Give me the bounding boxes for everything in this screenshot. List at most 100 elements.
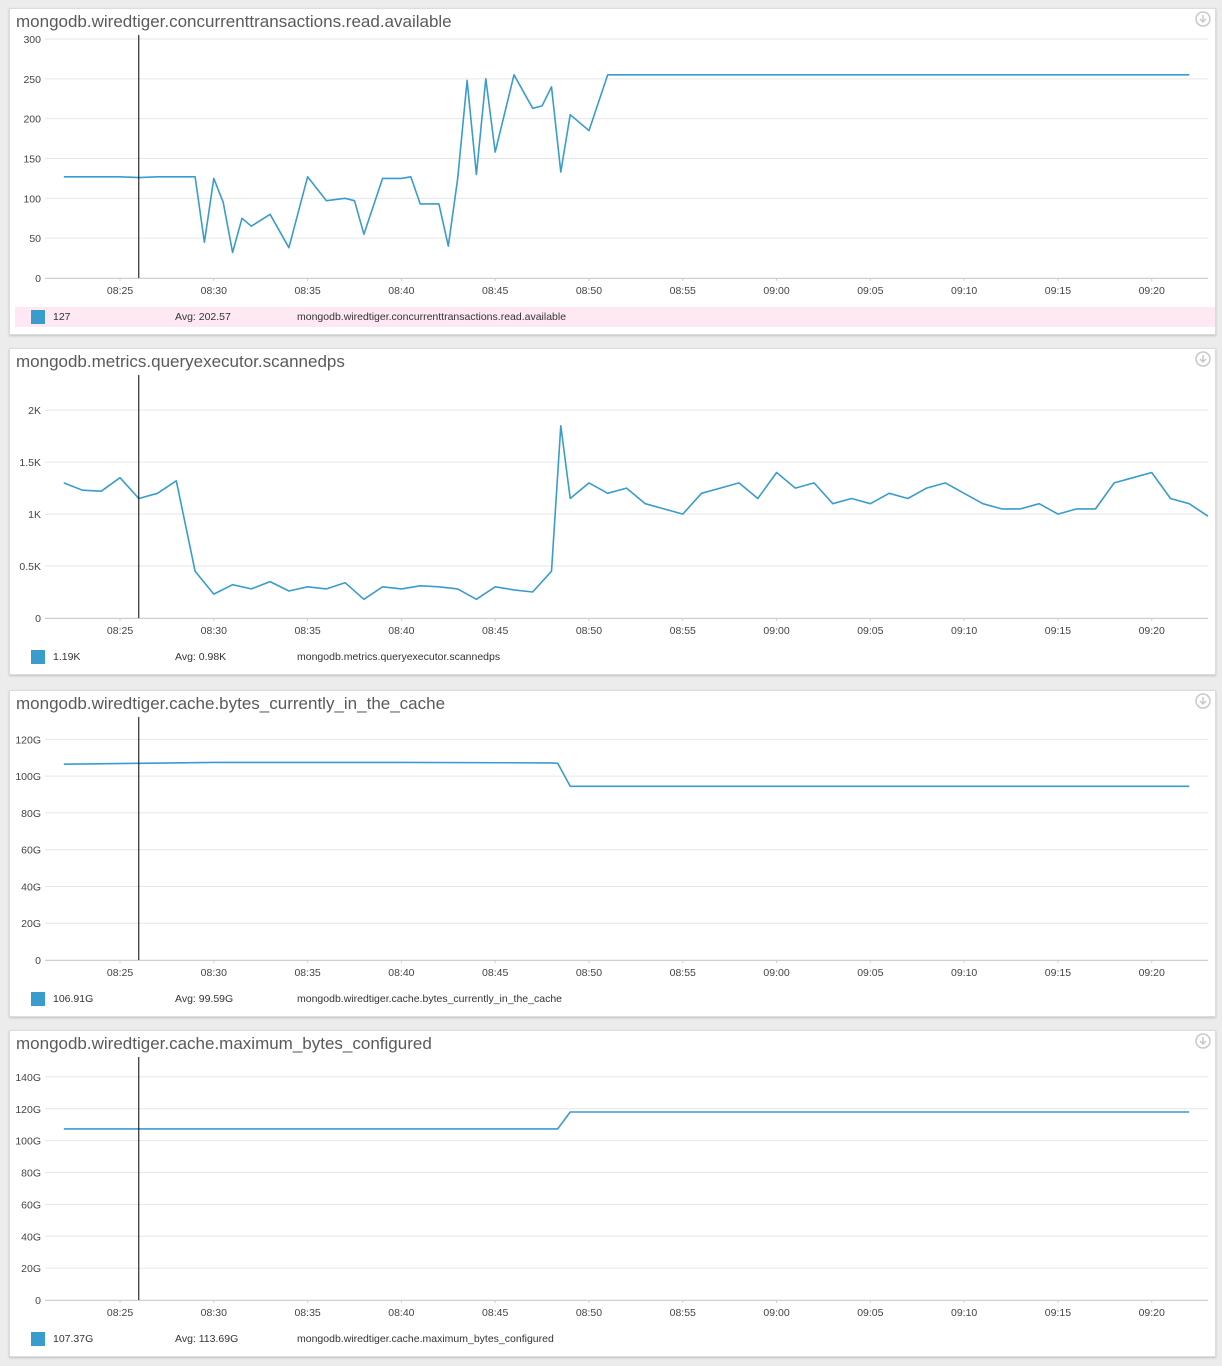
x-tick-label: 08:55 bbox=[670, 1307, 696, 1319]
chart-panel: mongodb.metrics.queryexecutor.scannedps … bbox=[9, 348, 1216, 675]
chart-panel: mongodb.wiredtiger.cache.bytes_currently… bbox=[9, 690, 1216, 1017]
legend-value: 106.91G bbox=[53, 993, 94, 1005]
line-chart: 0 0.5K 1K 1.5K 2K 08:25 08:30 08:35 08:40 08:45 08… bbox=[19, 375, 1209, 637]
download-icon[interactable] bbox=[1195, 11, 1211, 27]
x-tick-label: 08:50 bbox=[576, 285, 602, 297]
legend-row[interactable]: 106.91G Avg: 99.59G mongodb.wiredtiger.c… bbox=[15, 989, 1215, 1009]
y-tick-label: 0 bbox=[35, 613, 41, 625]
x-tick-label: 09:00 bbox=[763, 967, 789, 979]
x-tick-label: 09:20 bbox=[1139, 285, 1165, 297]
x-tick-label: 08:45 bbox=[482, 967, 508, 979]
download-icon[interactable] bbox=[1195, 351, 1211, 367]
panel-title: mongodb.metrics.queryexecutor.scannedps bbox=[16, 352, 345, 371]
chart-panel: mongodb.wiredtiger.cache.maximum_bytes_c… bbox=[9, 1030, 1216, 1357]
y-tick-label: 0 bbox=[35, 955, 41, 967]
y-tick-label: 100 bbox=[23, 193, 41, 205]
legend-row[interactable]: 1.19K Avg: 0.98K mongodb.metrics.queryex… bbox=[15, 647, 1215, 667]
legend-value: 127 bbox=[53, 311, 71, 323]
x-tick-label: 08:30 bbox=[201, 1307, 227, 1319]
y-tick-label: 100G bbox=[15, 1136, 41, 1148]
y-tick-label: 1K bbox=[28, 509, 41, 521]
panel-title: mongodb.wiredtiger.concurrenttransaction… bbox=[16, 12, 452, 31]
x-tick-label: 08:35 bbox=[294, 967, 320, 979]
download-icon[interactable] bbox=[1195, 693, 1211, 709]
x-tick-label: 08:55 bbox=[670, 625, 696, 637]
x-tick-label: 08:40 bbox=[388, 967, 414, 979]
y-tick-label: 0.5K bbox=[19, 561, 41, 573]
y-tick-label: 40G bbox=[21, 881, 41, 893]
x-tick-label: 08:50 bbox=[576, 1307, 602, 1319]
legend-row[interactable]: 107.37G Avg: 113.69G mongodb.wiredtiger.… bbox=[15, 1329, 1215, 1349]
x-tick-label: 08:35 bbox=[294, 285, 320, 297]
legend-metric-name: mongodb.wiredtiger.concurrenttransaction… bbox=[297, 311, 567, 323]
y-tick-label: 140G bbox=[15, 1072, 41, 1084]
legend-swatch bbox=[31, 310, 45, 324]
legend-value: 1.19K bbox=[53, 651, 81, 663]
x-tick-label: 09:20 bbox=[1139, 967, 1165, 979]
download-icon[interactable] bbox=[1195, 1033, 1211, 1049]
line-chart: 0 20G 40G 60G 80G 100G 120G 08:25 08:30 08:35 08:4… bbox=[15, 717, 1208, 979]
y-tick-label: 50 bbox=[29, 233, 41, 245]
y-tick-label: 60G bbox=[21, 845, 41, 857]
legend-swatch bbox=[31, 992, 45, 1006]
legend-metric-name: mongodb.metrics.queryexecutor.scannedps bbox=[297, 651, 501, 663]
y-tick-label: 40G bbox=[21, 1231, 41, 1243]
x-tick-label: 09:15 bbox=[1045, 285, 1071, 297]
series-line bbox=[63, 425, 1209, 601]
y-tick-label: 150 bbox=[23, 154, 41, 166]
series-line bbox=[63, 761, 1190, 788]
x-tick-label: 08:35 bbox=[294, 1307, 320, 1319]
y-tick-label: 1.5K bbox=[19, 457, 41, 469]
panel-title: mongodb.wiredtiger.cache.maximum_bytes_c… bbox=[16, 1034, 432, 1053]
y-tick-label: 120G bbox=[15, 1104, 41, 1116]
x-tick-label: 08:55 bbox=[670, 285, 696, 297]
x-tick-label: 08:45 bbox=[482, 625, 508, 637]
x-tick-label: 09:10 bbox=[951, 1307, 977, 1319]
legend-avg: Avg: 0.98K bbox=[175, 651, 227, 663]
x-tick-label: 09:15 bbox=[1045, 967, 1071, 979]
y-tick-label: 2K bbox=[28, 405, 41, 417]
x-tick-label: 09:20 bbox=[1139, 1307, 1165, 1319]
x-tick-label: 08:45 bbox=[482, 285, 508, 297]
legend-avg: Avg: 113.69G bbox=[175, 1333, 239, 1345]
x-tick-label: 08:25 bbox=[107, 285, 133, 297]
x-tick-label: 08:50 bbox=[576, 625, 602, 637]
x-tick-label: 08:30 bbox=[201, 625, 227, 637]
y-tick-label: 200 bbox=[23, 114, 41, 126]
x-tick-label: 09:10 bbox=[951, 285, 977, 297]
legend-avg: Avg: 202.57 bbox=[175, 311, 231, 323]
y-tick-label: 100G bbox=[15, 771, 41, 783]
chart-panel: mongodb.wiredtiger.concurrenttransaction… bbox=[9, 8, 1216, 335]
x-tick-label: 09:10 bbox=[951, 967, 977, 979]
x-tick-label: 08:45 bbox=[482, 1307, 508, 1319]
line-chart: 0 20G 40G 60G 80G 100G 120G 140G 08:25 08:30 08:35… bbox=[15, 1057, 1208, 1319]
x-tick-label: 09:15 bbox=[1045, 625, 1071, 637]
x-tick-label: 09:05 bbox=[857, 1307, 883, 1319]
panel-title: mongodb.wiredtiger.cache.bytes_currently… bbox=[16, 694, 446, 713]
x-tick-label: 08:50 bbox=[576, 967, 602, 979]
legend-metric-name: mongodb.wiredtiger.cache.bytes_currently… bbox=[297, 993, 562, 1005]
legend-swatch bbox=[31, 650, 45, 664]
series-line bbox=[63, 1111, 1190, 1130]
x-tick-label: 08:25 bbox=[107, 1307, 133, 1319]
x-tick-label: 09:20 bbox=[1139, 625, 1165, 637]
series-line bbox=[63, 74, 1190, 254]
x-tick-label: 08:35 bbox=[294, 625, 320, 637]
y-tick-label: 250 bbox=[23, 74, 41, 86]
legend-value: 107.37G bbox=[53, 1333, 94, 1345]
x-tick-label: 08:25 bbox=[107, 625, 133, 637]
y-tick-label: 120G bbox=[15, 734, 41, 746]
x-tick-label: 09:00 bbox=[763, 625, 789, 637]
x-tick-label: 08:40 bbox=[388, 625, 414, 637]
x-tick-label: 09:05 bbox=[857, 285, 883, 297]
x-tick-label: 09:15 bbox=[1045, 1307, 1071, 1319]
x-tick-label: 09:10 bbox=[951, 625, 977, 637]
legend-metric-name: mongodb.wiredtiger.cache.maximum_bytes_c… bbox=[297, 1333, 554, 1345]
x-tick-label: 09:05 bbox=[857, 967, 883, 979]
y-tick-label: 20G bbox=[21, 918, 41, 930]
x-tick-label: 09:00 bbox=[763, 285, 789, 297]
y-tick-label: 80G bbox=[21, 808, 41, 820]
x-tick-label: 08:30 bbox=[201, 285, 227, 297]
y-tick-label: 300 bbox=[23, 34, 41, 46]
legend-row[interactable]: 127 Avg: 202.57 mongodb.wiredtiger.concu… bbox=[15, 307, 1215, 327]
